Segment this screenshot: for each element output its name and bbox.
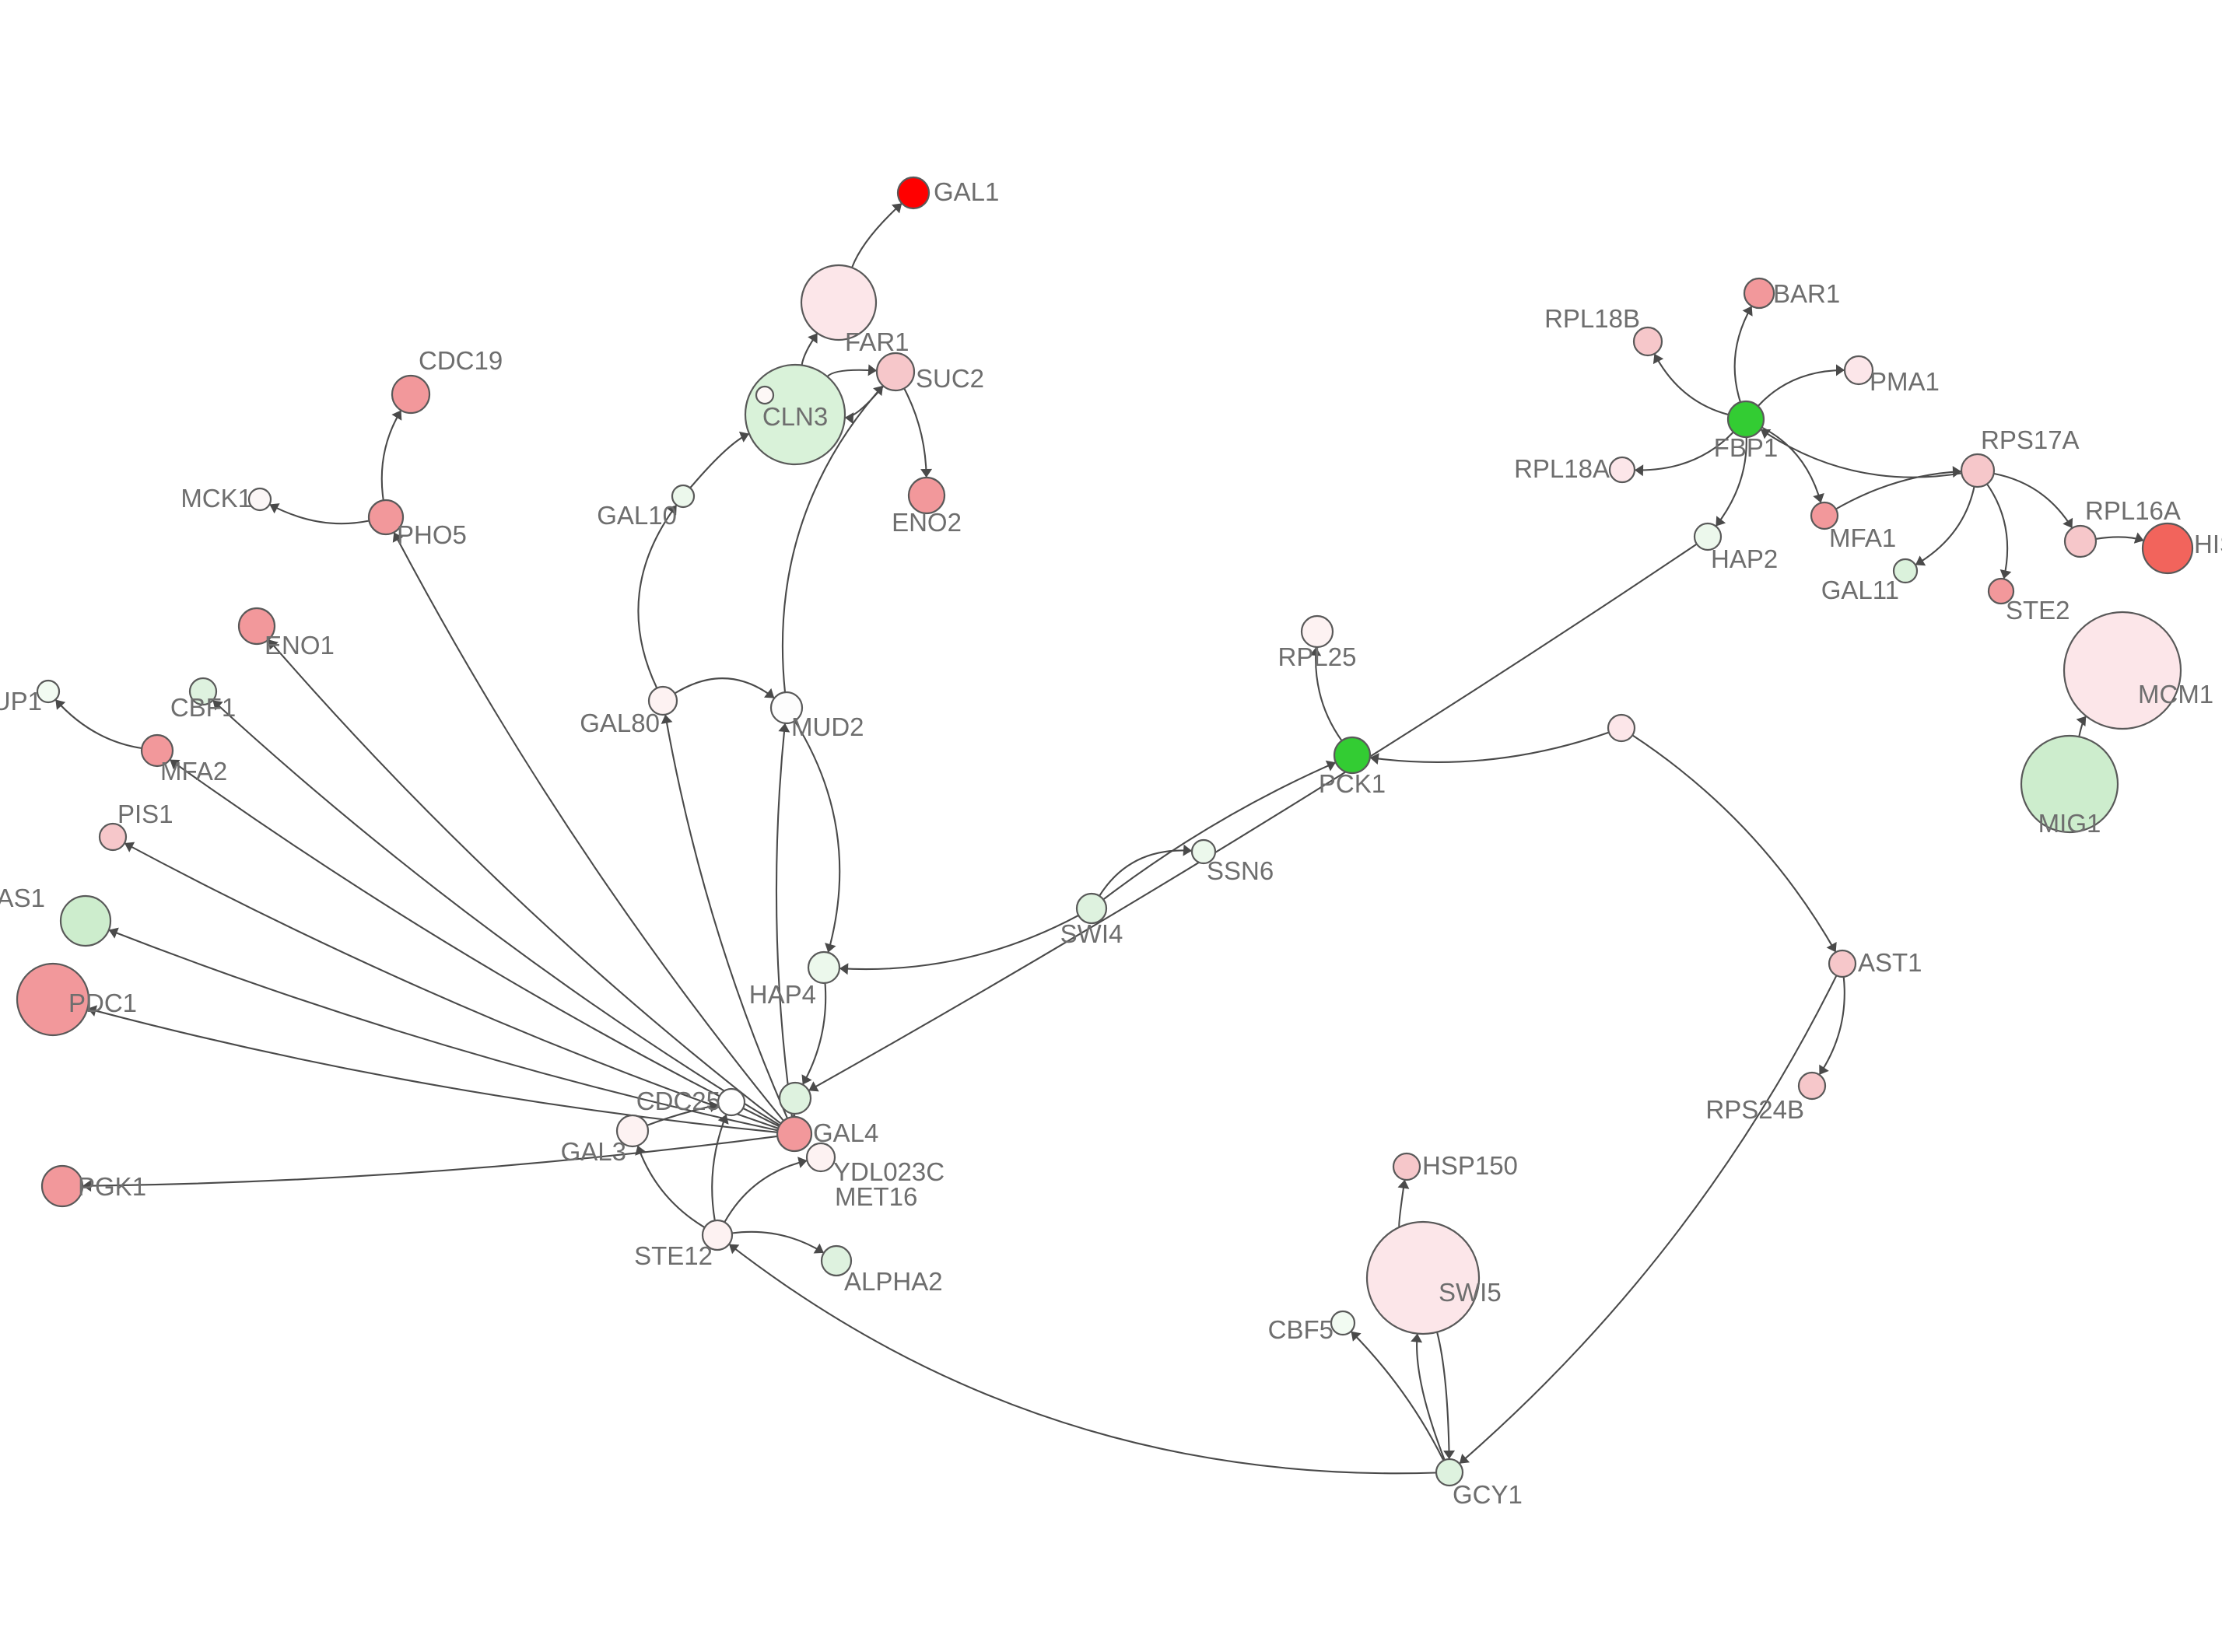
- svg-text:PIS1: PIS1: [117, 800, 173, 828]
- svg-text:FAR1: FAR1: [845, 327, 909, 356]
- svg-text:MET16: MET16: [835, 1182, 917, 1211]
- svg-text:FBP1: FBP1: [1714, 433, 1779, 462]
- svg-text:GAL1: GAL1: [934, 177, 999, 206]
- svg-text:GAL80: GAL80: [580, 709, 660, 737]
- svg-text:GAL4: GAL4: [813, 1118, 878, 1147]
- svg-text:ENO2: ENO2: [892, 508, 962, 537]
- svg-text:CDC25: CDC25: [636, 1087, 720, 1115]
- svg-text:RPS17A: RPS17A: [1981, 425, 2080, 454]
- svg-text:PMA1: PMA1: [1870, 367, 1940, 396]
- svg-text:RPL25: RPL25: [1278, 642, 1357, 671]
- svg-text:CBF1: CBF1: [170, 693, 236, 722]
- svg-text:MFA1: MFA1: [1829, 523, 1896, 552]
- svg-text:SSN6: SSN6: [1207, 856, 1274, 885]
- svg-text:DPTPAS1: DPTPAS1: [0, 884, 45, 912]
- svg-text:ALPHA2: ALPHA2: [844, 1267, 943, 1296]
- svg-text:GCY1: GCY1: [1453, 1480, 1523, 1509]
- svg-text:RPS24B: RPS24B: [1705, 1095, 1804, 1124]
- svg-text:YDL023C: YDL023C: [833, 1157, 945, 1186]
- svg-text:HAP2: HAP2: [1711, 544, 1778, 573]
- svg-text:HIS4: HIS4: [2194, 530, 2222, 558]
- svg-text:STE2: STE2: [2006, 596, 2070, 625]
- svg-text:GAL3: GAL3: [561, 1137, 626, 1166]
- svg-text:CBF5: CBF5: [1268, 1315, 1334, 1344]
- svg-text:BAR1: BAR1: [1773, 279, 1840, 308]
- svg-text:PHO5: PHO5: [397, 520, 467, 549]
- svg-text:PGK1: PGK1: [78, 1172, 146, 1201]
- svg-text:RPL16A: RPL16A: [2085, 496, 2181, 525]
- svg-text:MFA2: MFA2: [160, 757, 227, 786]
- svg-text:MIG1: MIG1: [2038, 809, 2101, 838]
- svg-text:AST1: AST1: [1858, 948, 1922, 977]
- svg-text:TUP1: TUP1: [0, 687, 42, 716]
- svg-text:MUD2: MUD2: [791, 712, 864, 741]
- svg-text:MCM1: MCM1: [2138, 680, 2213, 709]
- svg-text:SWI5: SWI5: [1439, 1278, 1502, 1307]
- svg-text:SWI4: SWI4: [1060, 919, 1123, 948]
- svg-text:CLN3: CLN3: [762, 402, 828, 431]
- svg-text:HAP4: HAP4: [749, 980, 816, 1009]
- svg-text:PCK1: PCK1: [1319, 769, 1386, 798]
- svg-text:GAL10: GAL10: [597, 501, 677, 530]
- svg-text:GAL11: GAL11: [1821, 576, 1899, 604]
- svg-text:RPL18B: RPL18B: [1544, 304, 1640, 333]
- svg-text:MCK1: MCK1: [180, 484, 252, 513]
- svg-text:STE12: STE12: [634, 1241, 713, 1270]
- svg-text:ENO1: ENO1: [265, 631, 335, 660]
- svg-text:SUC2: SUC2: [916, 364, 984, 393]
- svg-text:PDC1: PDC1: [68, 989, 137, 1017]
- svg-text:RPL18A: RPL18A: [1514, 454, 1610, 483]
- svg-text:HSP150: HSP150: [1422, 1151, 1518, 1180]
- svg-text:CDC19: CDC19: [419, 346, 503, 375]
